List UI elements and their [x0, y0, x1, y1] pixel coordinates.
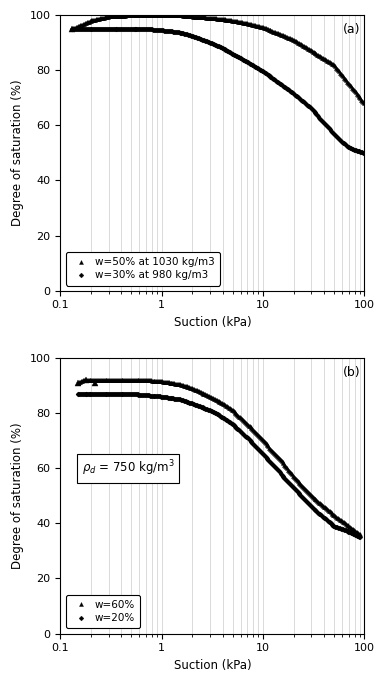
w=50% at 1030 kg/m3 [244, 19, 248, 27]
w=30% at 980 kg/m3 [249, 60, 253, 68]
w=20% [77, 390, 81, 398]
w=30% at 980 kg/m3 [362, 149, 367, 157]
w=20% [242, 432, 247, 440]
X-axis label: Suction (kPa): Suction (kPa) [174, 659, 251, 672]
Text: (b): (b) [343, 366, 361, 379]
w=20% [313, 506, 318, 514]
Y-axis label: Degree of saturation (%): Degree of saturation (%) [11, 423, 24, 569]
w=20% [331, 522, 336, 530]
Line: w=30% at 980 kg/m3: w=30% at 980 kg/m3 [70, 27, 366, 154]
w=60% [77, 378, 81, 387]
Text: (a): (a) [343, 23, 361, 36]
Legend: w=60%, w=20%: w=60%, w=20% [66, 595, 140, 628]
w=60% [76, 378, 81, 387]
Line: w=60%: w=60% [76, 378, 362, 536]
w=30% at 980 kg/m3 [316, 113, 321, 121]
w=50% at 1030 kg/m3 [245, 19, 249, 27]
w=20% [357, 533, 362, 541]
w=50% at 1030 kg/m3 [336, 66, 340, 74]
Legend: w=50% at 1030 kg/m3, w=30% at 980 kg/m3: w=50% at 1030 kg/m3, w=30% at 980 kg/m3 [66, 252, 220, 285]
Line: w=50% at 1030 kg/m3: w=50% at 1030 kg/m3 [70, 13, 366, 105]
w=50% at 1030 kg/m3 [69, 25, 74, 33]
w=30% at 980 kg/m3 [244, 57, 248, 66]
w=60% [81, 376, 86, 384]
w=20% [244, 432, 248, 441]
w=30% at 980 kg/m3 [243, 57, 247, 65]
Text: $\rho_d$ = 750 kg/m$^3$: $\rho_d$ = 750 kg/m$^3$ [82, 458, 174, 478]
w=30% at 980 kg/m3 [69, 25, 74, 33]
w=60% [357, 530, 362, 538]
w=60% [332, 512, 337, 520]
w=50% at 1030 kg/m3 [71, 25, 75, 33]
w=50% at 1030 kg/m3 [250, 20, 254, 29]
w=30% at 980 kg/m3 [71, 25, 75, 33]
w=20% [76, 390, 81, 398]
w=60% [314, 496, 319, 504]
w=60% [244, 419, 248, 427]
w=60% [249, 424, 254, 432]
Line: w=20%: w=20% [76, 392, 361, 539]
X-axis label: Suction (kPa): Suction (kPa) [174, 316, 251, 329]
w=60% [244, 419, 249, 428]
w=50% at 1030 kg/m3 [317, 52, 322, 60]
Y-axis label: Degree of saturation (%): Degree of saturation (%) [11, 80, 24, 226]
w=50% at 1030 kg/m3 [362, 99, 367, 107]
w=50% at 1030 kg/m3 [129, 11, 134, 19]
w=30% at 980 kg/m3 [335, 133, 339, 141]
w=20% [248, 437, 253, 445]
